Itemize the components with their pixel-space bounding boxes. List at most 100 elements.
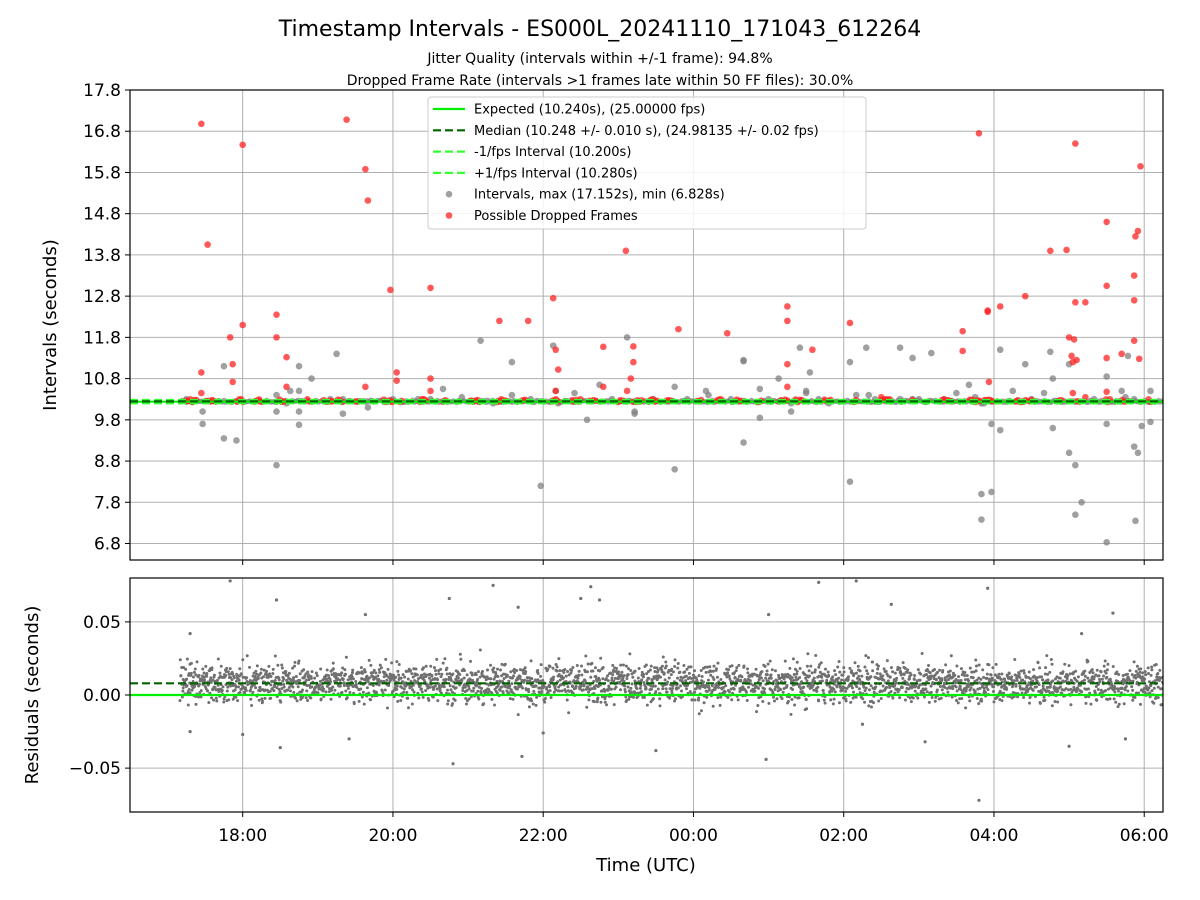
residual-point <box>636 676 640 680</box>
residual-point <box>757 686 761 690</box>
residual-point <box>605 703 609 707</box>
legend-label: -1/fps Interval (10.200s) <box>474 145 631 160</box>
residual-point <box>679 684 683 688</box>
residual-point <box>644 687 648 691</box>
residual-point <box>209 676 213 680</box>
residual-point <box>406 706 410 710</box>
residual-point <box>233 688 237 692</box>
residual-point <box>467 687 471 691</box>
residual-point <box>819 661 823 665</box>
residual-point <box>461 689 465 693</box>
residual-point <box>451 702 455 706</box>
residual-point <box>406 696 410 700</box>
residual-point <box>1160 703 1163 707</box>
residual-point <box>436 699 440 703</box>
residual-point <box>476 670 480 674</box>
residual-point <box>195 660 199 664</box>
residual-point <box>940 677 944 681</box>
residual-point <box>780 697 784 701</box>
residual-point <box>992 685 996 689</box>
residual-point <box>1156 672 1160 676</box>
residual-point <box>733 675 737 679</box>
residual-point <box>1003 677 1007 681</box>
residual-point <box>786 672 790 676</box>
residual-point <box>369 698 373 702</box>
residual-point <box>844 689 848 693</box>
residual-point <box>893 684 897 688</box>
residual-point <box>863 689 867 693</box>
residual-point <box>227 698 231 702</box>
residual-point <box>483 675 487 679</box>
residual-point <box>1069 687 1073 691</box>
residual-point <box>927 663 931 667</box>
residual-point <box>327 690 331 694</box>
residual-point <box>516 605 520 609</box>
residual-point <box>443 657 447 661</box>
residual-point <box>774 685 778 689</box>
residual-point <box>977 798 981 802</box>
y-axis-label-intervals: Intervals (seconds) <box>40 239 61 411</box>
residual-point <box>444 677 448 681</box>
residual-point <box>1010 678 1014 682</box>
residual-point <box>784 675 788 679</box>
residual-point <box>848 666 852 670</box>
residual-point <box>877 699 881 703</box>
residual-point <box>670 667 674 671</box>
residual-point <box>857 687 861 691</box>
residual-point <box>916 668 920 672</box>
residual-point <box>405 691 409 695</box>
residual-point <box>505 674 509 678</box>
residual-point <box>248 665 252 669</box>
residual-point <box>318 679 322 683</box>
residual-point <box>798 667 802 671</box>
residual-point <box>1156 696 1160 700</box>
residual-point <box>1134 669 1138 673</box>
residual-point <box>1083 669 1087 673</box>
y-tick-label: −0.05 <box>69 759 121 779</box>
residual-point <box>386 667 390 671</box>
residual-point <box>1100 677 1104 681</box>
residual-point <box>1027 681 1031 685</box>
residual-point <box>951 671 955 675</box>
legend: Expected (10.240s), (25.00000 fps) Median… <box>427 96 867 230</box>
residual-point <box>629 669 633 673</box>
residual-point <box>1131 679 1135 683</box>
residual-point <box>282 685 286 689</box>
interval-point <box>623 334 631 341</box>
residual-point <box>982 675 986 679</box>
residual-point <box>626 685 630 689</box>
dropped-frame-point <box>985 378 993 386</box>
residual-point <box>690 698 694 702</box>
residual-point <box>759 695 763 699</box>
residual-point <box>510 682 514 686</box>
residual-point <box>795 660 799 664</box>
residual-point <box>1148 691 1152 695</box>
residual-point <box>709 669 713 673</box>
residual-point <box>310 685 314 689</box>
residual-point <box>964 706 968 710</box>
residual-point <box>447 596 451 601</box>
residual-point <box>1005 687 1009 691</box>
residual-point <box>956 701 960 705</box>
residual-point <box>856 664 860 668</box>
residual-point <box>934 678 938 682</box>
dropped-frame-point <box>975 129 983 137</box>
residual-point <box>462 669 466 673</box>
residual-point <box>924 687 928 691</box>
residual-point <box>783 659 787 663</box>
residual-point <box>990 676 994 680</box>
residual-point <box>746 671 750 675</box>
residual-point <box>745 667 749 671</box>
residual-point <box>583 679 587 683</box>
residual-point <box>445 666 449 670</box>
residual-point <box>1094 685 1098 689</box>
residual-point <box>1013 657 1017 661</box>
residual-point <box>654 690 658 694</box>
residual-point <box>758 683 762 687</box>
residual-point <box>659 675 663 679</box>
residual-point <box>512 667 516 671</box>
interval-point <box>862 344 870 351</box>
residual-point <box>716 686 720 690</box>
residual-point <box>611 663 615 667</box>
residual-point <box>1026 690 1030 694</box>
